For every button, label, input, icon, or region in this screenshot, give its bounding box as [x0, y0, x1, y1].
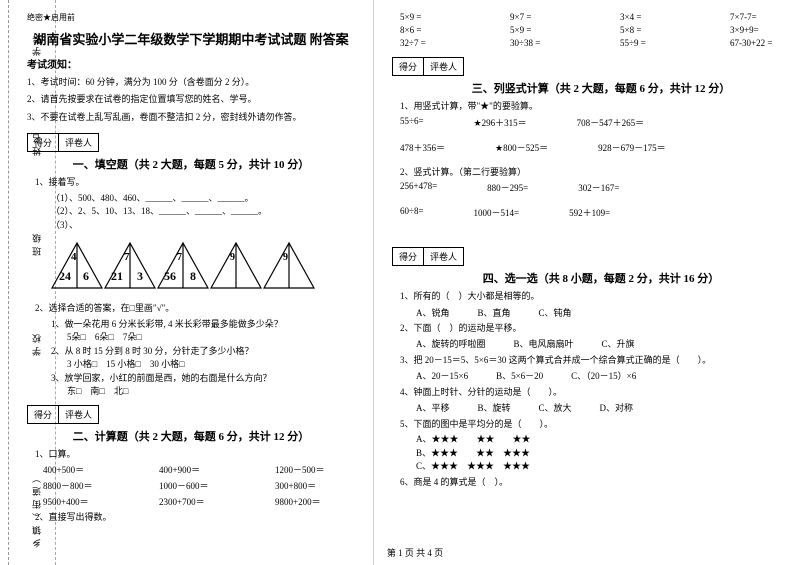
s4q4o: A、平移B、旋转C、放大D、对称	[416, 401, 800, 415]
q2c-opt: 东□ 南□ 北□	[67, 385, 355, 399]
s4q5a: A、★★★ ★★ ★★	[416, 433, 800, 447]
grader-label: 评卷人	[59, 134, 98, 151]
q1: 1、接着写。	[35, 176, 355, 190]
q2b: 2、从 8 时 15 分到 8 时 30 分，分针走了多少小格？	[51, 345, 355, 359]
s3q1: 1、用竖式计算，带"★"的要验算。	[400, 100, 800, 114]
section-1-header: 一、填空题（共 2 大题，每题 5 分，共计 10 分）	[27, 156, 355, 172]
grader-label: 评卷人	[424, 58, 463, 75]
score-label: 得分	[28, 134, 59, 151]
q1c: （3）、	[51, 219, 355, 233]
calc-row: 478＋356＝★800－525＝928－679－175＝	[400, 141, 800, 154]
score-box-1: 得分 评卷人	[27, 133, 99, 152]
svg-text:8: 8	[190, 269, 196, 283]
svg-text:6: 6	[83, 269, 89, 283]
q2a-opt: 5朵□ 6朵□ 7朵□	[67, 331, 355, 345]
rule-2: 2、请首先按要求在试卷的指定位置填写您的姓名、学号。	[27, 92, 355, 106]
calc-row: 55÷6=★296＋315＝708－547＋265＝	[400, 116, 800, 129]
top-calc: 8×6 =5×9 =5×8 =3×9+9=	[400, 25, 800, 35]
calc-row: 8800－800＝1000－600＝300+800＝	[43, 479, 355, 492]
svg-text:9: 9	[230, 252, 235, 263]
svg-text:3: 3	[137, 269, 143, 283]
q1a: （1）、500、480、460、______、______、______。	[51, 192, 355, 206]
score-box-3: 得分 评卷人	[392, 57, 464, 76]
right-column: 5×9 =9×7 =3×4 =7×7-7= 8×6 =5×9 =5×8 =3×9…	[374, 0, 800, 565]
s4q2: 2、下面（ ）的运动是平移。	[400, 322, 800, 336]
s2q1: 1、口算。	[35, 448, 355, 462]
s4q5: 5、下面的图中是平均分的是（ ）。	[400, 418, 800, 432]
s4q5c: C、★★★ ★★★ ★★★	[416, 460, 800, 474]
score-label: 得分	[393, 248, 424, 265]
s2q2: 2、直接写出得数。	[35, 511, 355, 525]
score-label: 得分	[28, 406, 59, 423]
q1b: （2）、2、5、10、13、18、______、______、______。	[51, 205, 355, 219]
s4q4: 4、钟面上时针、分针的运动是（ ）。	[400, 386, 800, 400]
section-4-header: 四、选一选（共 8 小题，每题 2 分，共计 16 分）	[392, 270, 800, 286]
grader-label: 评卷人	[424, 248, 463, 265]
s3q2: 2、竖式计算。（第二行要验算）	[400, 166, 800, 180]
svg-text:4: 4	[71, 251, 77, 263]
calc-row: 400+500＝400+900＝1200－500＝	[43, 463, 355, 476]
q2: 2、选择合适的答案，在□里画"√"。	[35, 302, 355, 316]
svg-text:24: 24	[59, 269, 71, 283]
q2a: 1、做一朵花用 6 分米长彩带, 4 米长彩带最多能做多少朵？	[51, 318, 355, 332]
q2b-opt: 3 小格□ 15 小格□ 30 小格□	[67, 358, 355, 372]
exam-title: 湖南省实验小学二年级数学下学期期中考试试题 附答案	[27, 29, 355, 48]
svg-text:56: 56	[164, 269, 176, 283]
svg-text:7: 7	[124, 251, 130, 263]
svg-text:21: 21	[111, 269, 123, 283]
score-label: 得分	[393, 58, 424, 75]
s4q6: 6、商是 4 的算式是（ ）。	[400, 476, 800, 490]
top-calc: 5×9 =9×7 =3×4 =7×7-7=	[400, 12, 800, 22]
left-column: 绝密★启用前 湖南省实验小学二年级数学下学期期中考试试题 附答案 考试须知： 1…	[9, 0, 374, 565]
section-3-header: 三、列竖式计算（共 2 大题，每题 6 分，共计 12 分）	[392, 80, 800, 96]
s4q2o: A、旋转的呼啦圈B、电风扇扇叶C、升旗	[416, 337, 800, 351]
secret-mark: 绝密★启用前	[27, 12, 355, 23]
s4q1o: A、锐角B、直角C、钝角	[416, 306, 800, 320]
calc-row: 9500+400＝2300+700＝9800+200＝	[43, 495, 355, 508]
svg-text:9: 9	[283, 252, 288, 263]
s4q3: 3、把 20－15＝5、5×6＝30 这两个算式合并成一个综合算式正确的是（ ）…	[400, 354, 800, 368]
s4q1: 1、所有的（ ）大小都是相等的。	[400, 290, 800, 304]
q2c: 3、放学回家，小红的前面是西，她的右面是什么方向？	[51, 372, 355, 386]
svg-text:7: 7	[177, 252, 182, 263]
s4q5b: B、★★★ ★★ ★★★	[416, 447, 800, 461]
score-box-4: 得分 评卷人	[392, 247, 464, 266]
top-calc: 32÷7 =30÷38 =55÷9 =67-30+22 =	[400, 38, 800, 48]
rule-3: 3、不要在试卷上乱写乱画，卷面不整洁扣 2 分，密封线外请勿作答。	[27, 110, 355, 124]
binding-margin: 学号 姓名 班级 学校 乡镇（街道）	[0, 0, 9, 565]
section-2-header: 二、计算题（共 2 大题，每题 6 分，共计 12 分）	[27, 428, 355, 444]
rule-1: 1、考试时间：60 分钟，满分为 100 分（含卷面分 2 分）。	[27, 75, 355, 89]
rules-header: 考试须知：	[27, 56, 355, 71]
triangle-diagram: 4246 7213 7568 9 9	[47, 238, 355, 296]
grader-label: 评卷人	[59, 406, 98, 423]
calc-row: 60÷8=1000－514=592＋109=	[400, 206, 800, 219]
page-footer: 第 1 页 共 4 页	[65, 546, 765, 559]
calc-row: 256+478=880－295=302－167=	[400, 181, 800, 194]
score-box-2: 得分 评卷人	[27, 405, 99, 424]
s4q3o: A、20－15×6B、5×6－20C、（20－15）×6	[416, 369, 800, 383]
